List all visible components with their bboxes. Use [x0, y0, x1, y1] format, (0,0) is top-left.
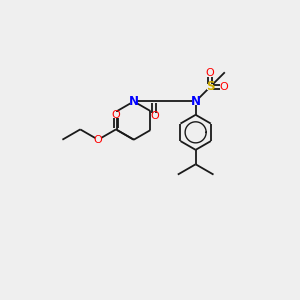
Text: O: O [206, 68, 214, 78]
Text: O: O [94, 135, 103, 145]
Bar [220, 84, 227, 90]
Bar [207, 70, 214, 77]
Text: O: O [219, 82, 228, 92]
Text: S: S [206, 80, 214, 93]
Bar [95, 136, 101, 143]
Text: O: O [150, 111, 159, 121]
Bar [192, 98, 199, 105]
Bar [207, 84, 214, 90]
Bar [113, 112, 119, 118]
Text: O: O [112, 110, 120, 120]
Text: N: N [129, 95, 139, 108]
Bar [151, 112, 158, 119]
Text: N: N [190, 95, 201, 108]
Bar [130, 98, 137, 105]
